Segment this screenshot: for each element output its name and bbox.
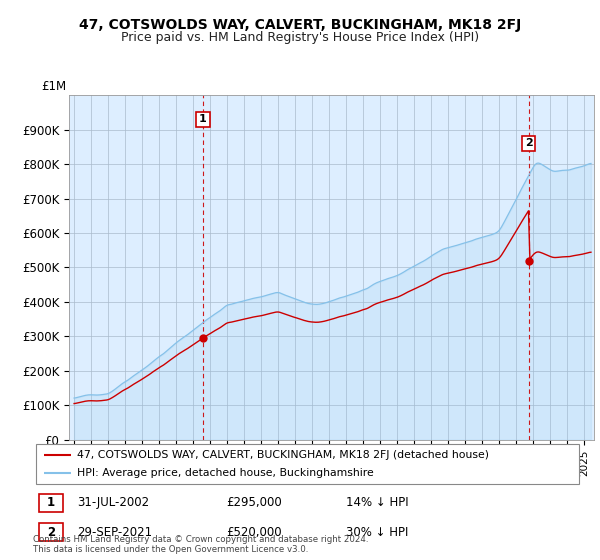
Text: 1: 1 [199,114,207,124]
Text: 47, COTSWOLDS WAY, CALVERT, BUCKINGHAM, MK18 2FJ: 47, COTSWOLDS WAY, CALVERT, BUCKINGHAM, … [79,18,521,32]
Text: 31-JUL-2002: 31-JUL-2002 [77,496,149,509]
Text: 30% ↓ HPI: 30% ↓ HPI [346,526,408,539]
Text: HPI: Average price, detached house, Buckinghamshire: HPI: Average price, detached house, Buck… [77,468,373,478]
Text: £1M: £1M [41,81,67,94]
Text: 29-SEP-2021: 29-SEP-2021 [77,526,152,539]
Text: £295,000: £295,000 [226,496,282,509]
Text: 2: 2 [47,526,55,539]
Text: £520,000: £520,000 [226,526,281,539]
Bar [39,523,63,542]
Text: Contains HM Land Registry data © Crown copyright and database right 2024.
This d: Contains HM Land Registry data © Crown c… [33,535,368,554]
Bar [39,494,63,512]
Text: 47, COTSWOLDS WAY, CALVERT, BUCKINGHAM, MK18 2FJ (detached house): 47, COTSWOLDS WAY, CALVERT, BUCKINGHAM, … [77,450,489,460]
Text: 1: 1 [47,496,55,509]
Text: Price paid vs. HM Land Registry's House Price Index (HPI): Price paid vs. HM Land Registry's House … [121,31,479,44]
Text: 14% ↓ HPI: 14% ↓ HPI [346,496,408,509]
Text: 2: 2 [525,138,532,148]
